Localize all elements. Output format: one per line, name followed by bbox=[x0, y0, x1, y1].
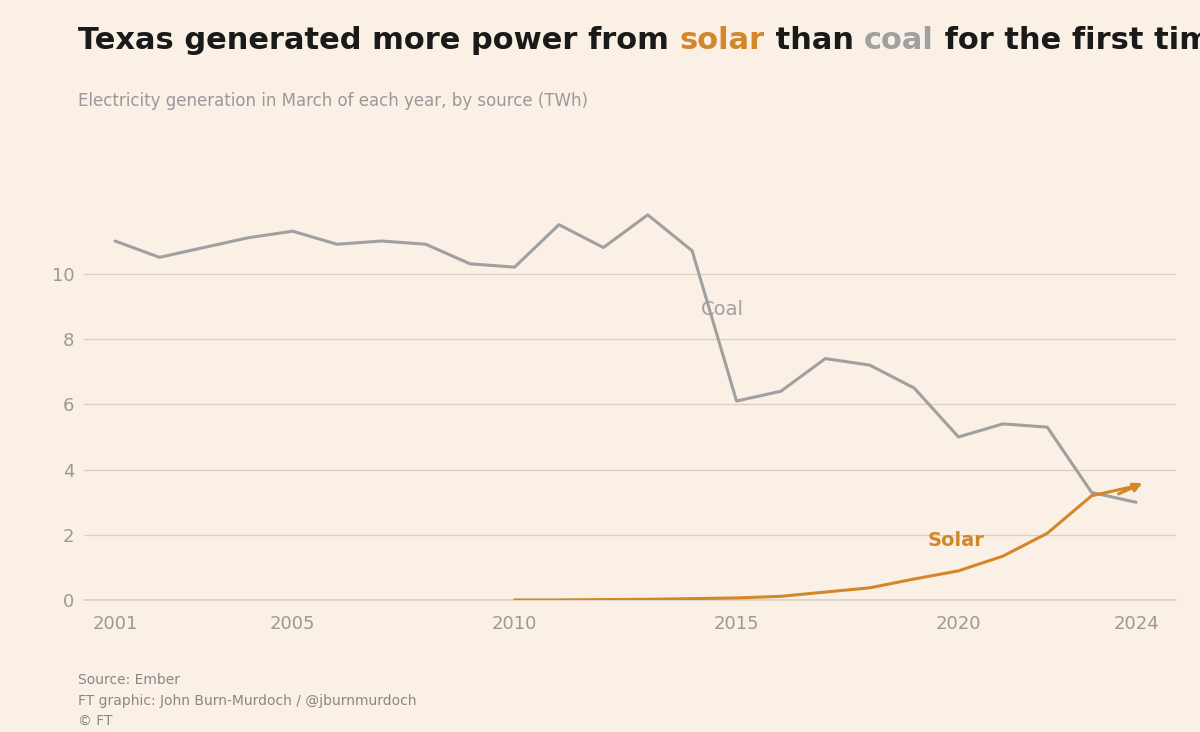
Text: Electricity generation in March of each year, by source (TWh): Electricity generation in March of each … bbox=[78, 92, 588, 110]
Text: Texas generated more power from: Texas generated more power from bbox=[78, 26, 679, 55]
Text: solar: solar bbox=[679, 26, 764, 55]
Text: than: than bbox=[764, 26, 864, 55]
Text: Solar: Solar bbox=[928, 531, 984, 550]
Text: Coal: Coal bbox=[701, 300, 744, 319]
Text: coal: coal bbox=[864, 26, 934, 55]
Text: for the first time in March: for the first time in March bbox=[934, 26, 1200, 55]
Text: Source: Ember
FT graphic: John Burn-Murdoch / @jburnmurdoch
© FT: Source: Ember FT graphic: John Burn-Murd… bbox=[78, 673, 416, 728]
